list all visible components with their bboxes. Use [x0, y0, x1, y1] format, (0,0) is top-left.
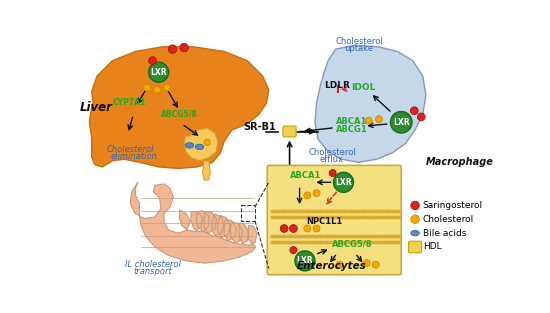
Circle shape [313, 190, 320, 197]
Circle shape [304, 192, 311, 199]
Polygon shape [184, 128, 218, 161]
Text: efflux: efflux [320, 155, 344, 164]
Text: LXR: LXR [150, 68, 167, 77]
Circle shape [164, 84, 170, 91]
Text: Liver: Liver [79, 101, 112, 114]
Ellipse shape [185, 143, 194, 148]
Circle shape [289, 225, 298, 232]
Circle shape [148, 57, 156, 64]
Circle shape [390, 111, 412, 133]
Ellipse shape [195, 144, 204, 150]
Circle shape [410, 107, 418, 115]
Circle shape [372, 261, 379, 268]
Text: LDLR: LDLR [324, 81, 350, 90]
Circle shape [295, 251, 315, 271]
Text: Cholesterol: Cholesterol [423, 215, 474, 224]
Circle shape [290, 247, 297, 254]
Text: SR-B1: SR-B1 [243, 122, 276, 132]
Text: Cholesterol: Cholesterol [308, 148, 356, 156]
Ellipse shape [411, 230, 419, 236]
Circle shape [168, 45, 177, 53]
FancyBboxPatch shape [267, 165, 402, 275]
Text: IDOL: IDOL [351, 83, 376, 92]
Polygon shape [315, 45, 426, 162]
Text: ABCA1: ABCA1 [336, 117, 367, 126]
Text: Macrophage: Macrophage [426, 156, 494, 167]
Text: LXR: LXR [393, 118, 410, 127]
Bar [241, 205, 255, 221]
Circle shape [336, 261, 343, 268]
Text: transport: transport [134, 267, 173, 276]
Polygon shape [202, 161, 210, 180]
Polygon shape [130, 182, 257, 263]
Text: NPC1L1: NPC1L1 [306, 217, 342, 226]
Text: Cholesterol: Cholesterol [107, 145, 155, 153]
Circle shape [363, 260, 370, 267]
Text: CYP7A1: CYP7A1 [112, 98, 146, 107]
Circle shape [280, 225, 288, 232]
Text: HDL: HDL [423, 243, 442, 252]
Text: Saringosterol: Saringosterol [423, 201, 483, 210]
Text: ABCG1: ABCG1 [336, 125, 367, 134]
Text: Enterocytes: Enterocytes [297, 260, 367, 270]
Circle shape [333, 172, 354, 192]
Circle shape [411, 201, 419, 210]
Text: elimination: elimination [110, 152, 157, 161]
Circle shape [153, 86, 161, 93]
Text: Bile acids: Bile acids [423, 228, 466, 238]
Circle shape [313, 225, 320, 232]
Circle shape [417, 113, 425, 121]
Circle shape [204, 139, 210, 145]
Text: ABCA1: ABCA1 [290, 172, 321, 181]
Text: uptake: uptake [344, 44, 373, 54]
Text: ABCG5/8: ABCG5/8 [332, 240, 372, 249]
Text: IL cholesterol: IL cholesterol [125, 260, 182, 269]
Circle shape [180, 43, 188, 52]
Text: Cholesterol: Cholesterol [335, 37, 383, 46]
Circle shape [376, 116, 382, 123]
Circle shape [148, 62, 169, 82]
FancyBboxPatch shape [283, 126, 296, 137]
Text: LXR: LXR [335, 178, 352, 187]
Circle shape [304, 225, 311, 232]
Circle shape [365, 117, 372, 124]
Polygon shape [89, 47, 269, 168]
FancyBboxPatch shape [409, 241, 422, 253]
Circle shape [144, 84, 151, 91]
Text: LXR: LXR [296, 256, 314, 265]
Circle shape [329, 170, 336, 177]
Circle shape [411, 215, 419, 223]
Text: ABCG5/8: ABCG5/8 [161, 109, 198, 118]
